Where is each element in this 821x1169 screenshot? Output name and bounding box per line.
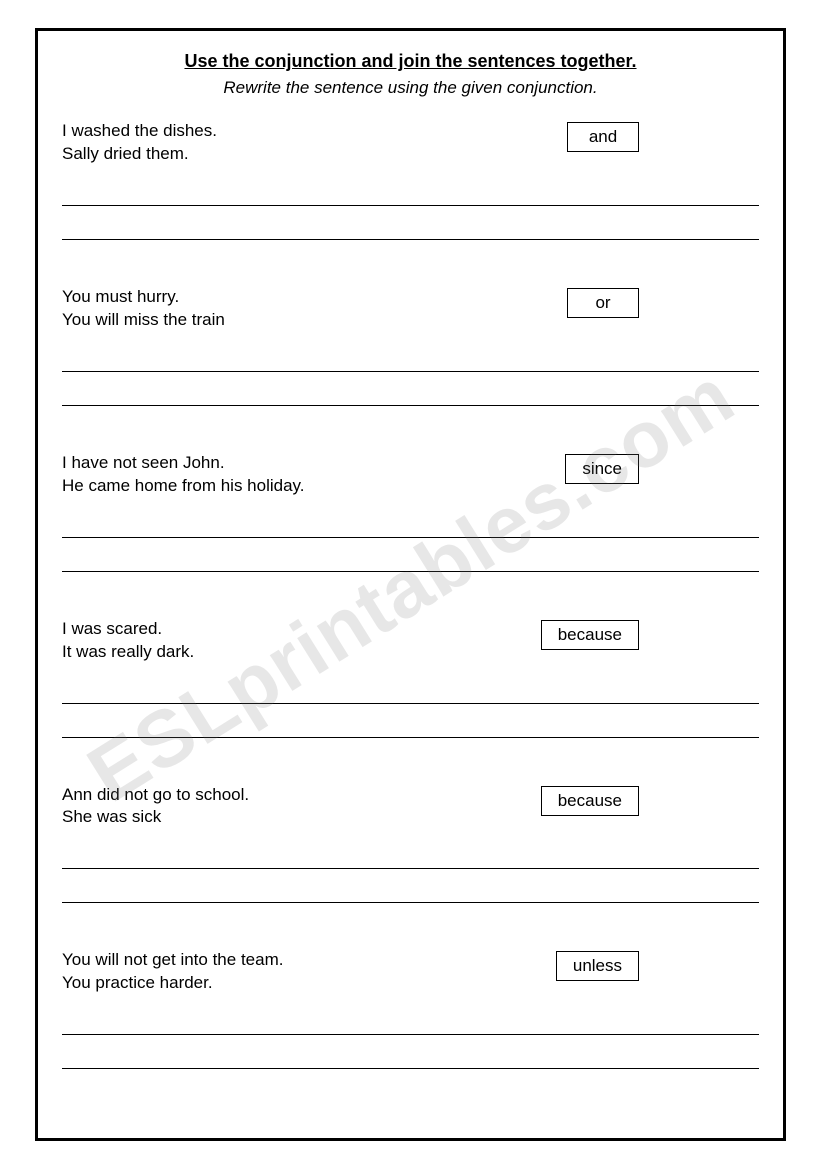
answer-line[interactable] <box>62 216 759 240</box>
prompt-text: You must hurry. You will miss the train <box>62 286 567 332</box>
answer-line[interactable] <box>62 879 759 903</box>
sentence-1: You must hurry. <box>62 286 567 309</box>
conjunction-box: or <box>567 288 639 318</box>
spacer <box>62 416 759 452</box>
answer-line[interactable] <box>62 714 759 738</box>
spacer <box>62 748 759 784</box>
prompt-text: I have not seen John. He came home from … <box>62 452 565 498</box>
sentence-2: You will miss the train <box>62 309 567 332</box>
prompt-text: Ann did not go to school. She was sick <box>62 784 541 830</box>
prompt-text: I was scared. It was really dark. <box>62 618 541 664</box>
spacer <box>62 250 759 286</box>
exercise-4: I was scared. It was really dark. becaus… <box>62 618 759 784</box>
sentence-2: Sally dried them. <box>62 143 567 166</box>
conjunction-box: because <box>541 786 639 816</box>
answer-line[interactable] <box>62 382 759 406</box>
spacer <box>62 582 759 618</box>
sentence-1: I have not seen John. <box>62 452 565 475</box>
prompt-text: I washed the dishes. Sally dried them. <box>62 120 567 166</box>
answer-line[interactable] <box>62 1011 759 1035</box>
prompt-row: You will not get into the team. You prac… <box>62 949 759 995</box>
spacer <box>62 913 759 949</box>
exercise-5: Ann did not go to school. She was sick b… <box>62 784 759 950</box>
exercise-3: I have not seen John. He came home from … <box>62 452 759 618</box>
answer-line[interactable] <box>62 348 759 372</box>
conjunction-box: and <box>567 122 639 152</box>
sentence-2: It was really dark. <box>62 641 541 664</box>
conjunction-box: unless <box>556 951 639 981</box>
sentence-1: I washed the dishes. <box>62 120 567 143</box>
exercise-1: I washed the dishes. Sally dried them. a… <box>62 120 759 286</box>
answer-line[interactable] <box>62 680 759 704</box>
conjunction-box: because <box>541 620 639 650</box>
prompt-row: I have not seen John. He came home from … <box>62 452 759 498</box>
exercise-6: You will not get into the team. You prac… <box>62 949 759 1069</box>
conjunction-box: since <box>565 454 639 484</box>
exercise-2: You must hurry. You will miss the train … <box>62 286 759 452</box>
sentence-1: You will not get into the team. <box>62 949 556 972</box>
sentence-2: He came home from his holiday. <box>62 475 565 498</box>
answer-line[interactable] <box>62 1045 759 1069</box>
worksheet-frame: Use the conjunction and join the sentenc… <box>35 28 786 1141</box>
answer-line[interactable] <box>62 548 759 572</box>
answer-line[interactable] <box>62 182 759 206</box>
answer-line[interactable] <box>62 514 759 538</box>
prompt-row: I was scared. It was really dark. becaus… <box>62 618 759 664</box>
prompt-row: I washed the dishes. Sally dried them. a… <box>62 120 759 166</box>
prompt-text: You will not get into the team. You prac… <box>62 949 556 995</box>
sentence-1: Ann did not go to school. <box>62 784 541 807</box>
sentence-1: I was scared. <box>62 618 541 641</box>
sentence-2: She was sick <box>62 806 541 829</box>
worksheet-subtitle: Rewrite the sentence using the given con… <box>62 78 759 98</box>
worksheet-title: Use the conjunction and join the sentenc… <box>62 51 759 72</box>
prompt-row: Ann did not go to school. She was sick b… <box>62 784 759 830</box>
sentence-2: You practice harder. <box>62 972 556 995</box>
answer-line[interactable] <box>62 845 759 869</box>
prompt-row: You must hurry. You will miss the train … <box>62 286 759 332</box>
